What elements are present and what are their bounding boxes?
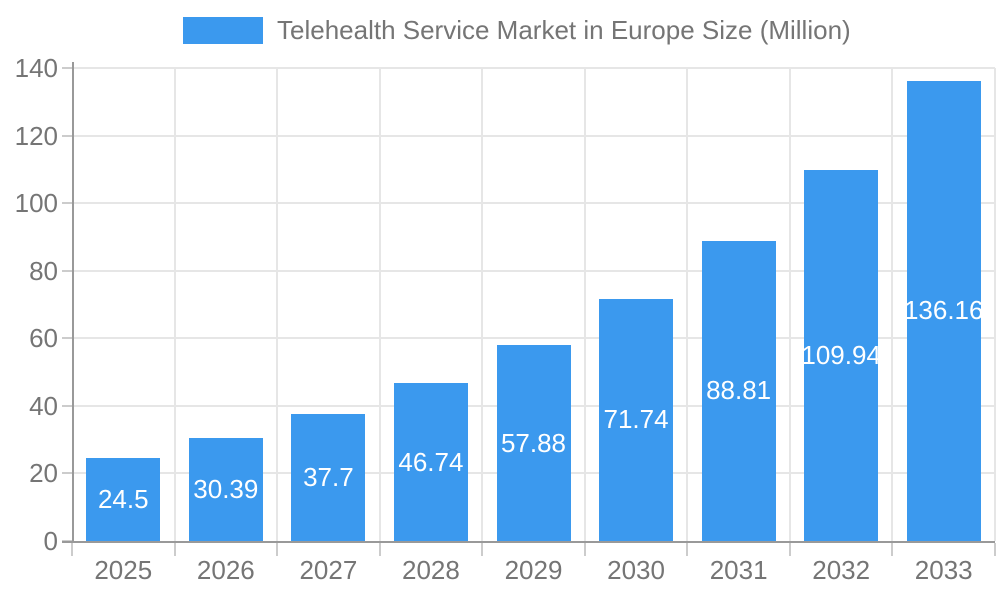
x-axis-label: 2031 xyxy=(709,555,768,585)
x-gridline xyxy=(378,68,381,541)
bar-value-label: 136.16 xyxy=(903,295,984,326)
x-axis-tick xyxy=(583,543,586,556)
x-axis-tick xyxy=(686,543,689,556)
plot-area: 0 20 40 60 80 100 120 140 24.5 2025 30.39 2026 37.7 2… xyxy=(15,54,996,585)
y-axis-tick xyxy=(62,337,72,340)
legend-label: Telehealth Service Market in Europe Size… xyxy=(277,15,851,45)
legend-swatch xyxy=(183,17,263,44)
x-axis-label: 2033 xyxy=(914,555,973,585)
x-gridline xyxy=(891,68,894,541)
bar-2026[interactable]: 30.39 xyxy=(188,438,263,541)
x-gridline xyxy=(276,68,279,541)
x-gridline xyxy=(788,68,791,541)
y-axis-label: 20 xyxy=(29,458,58,489)
x-axis-label: 2026 xyxy=(196,555,255,585)
x-axis-line xyxy=(62,541,995,543)
x-axis-label: 2025 xyxy=(94,555,153,585)
bar-value-label: 109.94 xyxy=(801,339,881,370)
x-axis-tick xyxy=(173,543,176,556)
x-axis-label: 2030 xyxy=(607,555,665,585)
y-axis-tick xyxy=(62,134,72,137)
x-axis-label: 2028 xyxy=(402,555,460,585)
y-axis-tick xyxy=(62,404,72,407)
y-axis-tick xyxy=(62,202,72,205)
x-gridline xyxy=(481,68,484,541)
bar-value-label: 57.88 xyxy=(500,427,567,458)
y-axis-label: 100 xyxy=(14,188,58,219)
x-axis-label: 2029 xyxy=(504,555,563,585)
bar-2032[interactable]: 109.94 xyxy=(801,169,881,541)
x-axis-label: 2027 xyxy=(299,555,358,585)
x-gridline xyxy=(173,68,176,541)
x-axis-tick xyxy=(788,543,791,556)
bar-value-label: 46.74 xyxy=(398,446,464,477)
x-axis-tick xyxy=(276,543,279,556)
y-axis-label: 60 xyxy=(29,323,58,354)
x-axis-tick xyxy=(481,543,484,556)
bar-value-label: 71.74 xyxy=(603,404,669,435)
y-axis-label: 120 xyxy=(14,120,58,151)
bar-value-label: 24.5 xyxy=(97,484,149,515)
x-axis-tick xyxy=(994,543,996,556)
y-axis-label: 40 xyxy=(29,390,58,421)
bar-value-label: 37.7 xyxy=(303,461,354,492)
x-gridline xyxy=(686,68,689,541)
legend-item[interactable]: Telehealth Service Market in Europe Size… xyxy=(183,17,851,44)
bar-value-label: 30.39 xyxy=(193,474,259,505)
y-gridline xyxy=(72,134,995,137)
y-axis-tick xyxy=(62,472,72,475)
x-gridline xyxy=(994,68,996,541)
y-axis-label: 140 xyxy=(14,53,58,83)
bar-2027[interactable]: 37.7 xyxy=(291,413,366,541)
x-gridline xyxy=(583,68,586,541)
y-axis-label: 0 xyxy=(43,526,58,556)
bar-2025[interactable]: 24.5 xyxy=(86,458,161,541)
bar-2033[interactable]: 136.16 xyxy=(903,80,984,541)
y-axis-line xyxy=(72,62,74,543)
y-gridline xyxy=(72,67,995,69)
x-axis-tick xyxy=(71,543,73,556)
bar-2031[interactable]: 88.81 xyxy=(701,240,776,541)
bar-value-label: 88.81 xyxy=(706,375,772,406)
x-axis-label: 2032 xyxy=(812,555,871,585)
y-gridline xyxy=(72,337,995,340)
x-axis-tick xyxy=(891,543,894,556)
bar-2029[interactable]: 57.88 xyxy=(496,345,571,541)
y-axis-label: 80 xyxy=(29,255,58,286)
y-gridline xyxy=(72,202,995,205)
y-axis-tick xyxy=(62,67,72,69)
y-gridline xyxy=(72,269,995,272)
bar-2030[interactable]: 71.74 xyxy=(599,298,674,541)
bar-2028[interactable]: 46.74 xyxy=(393,383,468,541)
y-axis-tick xyxy=(62,269,72,272)
x-axis-tick xyxy=(378,543,381,556)
